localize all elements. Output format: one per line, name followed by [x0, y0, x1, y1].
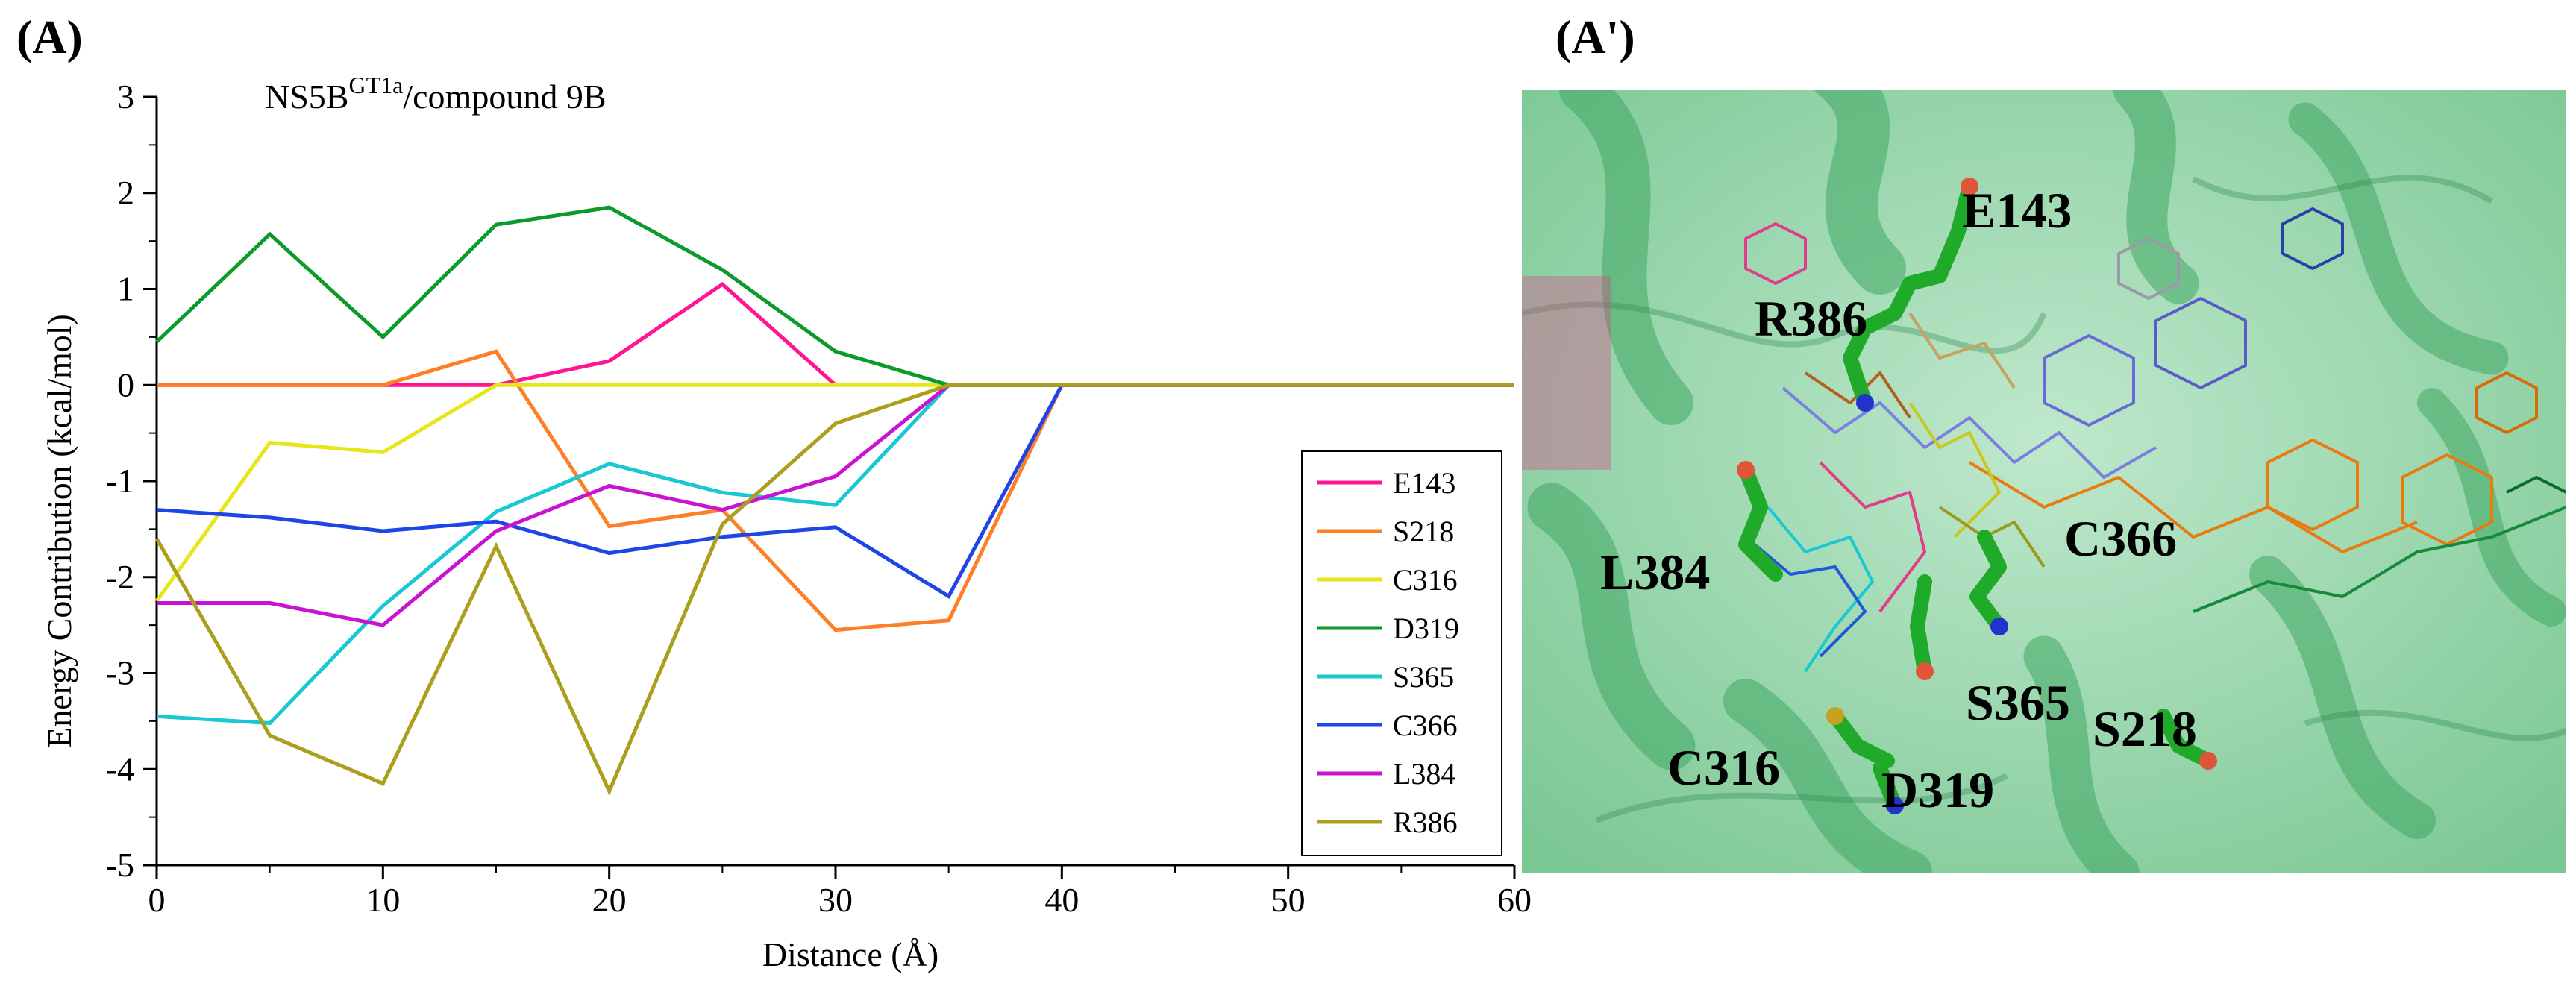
x-tick-label: 10: [366, 881, 400, 919]
legend-label-c366: C366: [1393, 709, 1458, 742]
chart-legend: E143 S218 C316 D319 S365 C366 L384 R386: [1301, 450, 1502, 856]
residue-label-e143: E143: [1962, 182, 2072, 239]
y-tick-label: -5: [106, 846, 134, 884]
x-tick-label: 60: [1497, 881, 1532, 919]
y-tick-label: 3: [117, 78, 134, 116]
residue-label-c366: C366: [2064, 510, 2177, 567]
series-line-e143: [157, 281, 837, 387]
legend-label-l384: L384: [1393, 757, 1455, 791]
series-line-r386: [154, 383, 1514, 797]
x-tick-label: 20: [592, 881, 627, 919]
y-axis-label: Energy Contribution (kcal/mol): [40, 314, 78, 748]
legend-label-s218: S218: [1393, 515, 1454, 548]
y-tick-label: 1: [117, 270, 134, 308]
magenta-helix-patch: [1522, 276, 1611, 470]
legend-label-d319: D319: [1393, 612, 1459, 645]
legend-label-r386: R386: [1393, 806, 1458, 839]
x-axis-label: Distance (Å): [762, 935, 938, 973]
panel-label-a: (A): [16, 10, 83, 63]
residue-label-d319: D319: [1881, 762, 1994, 818]
y-tick-label: 0: [117, 365, 134, 404]
legend-box: [1301, 450, 1502, 856]
y-tick-label: -3: [106, 654, 134, 692]
residue-label-l384: L384: [1600, 544, 1710, 600]
legend-label-c316: C316: [1393, 563, 1458, 597]
y-tick-label: -2: [106, 558, 134, 596]
legend-label-s365: S365: [1393, 660, 1454, 694]
protein-ligand-structure: E143 R386 C366 L384 S365 S218 C316 D319: [1522, 90, 2566, 873]
x-tick-label: 50: [1271, 881, 1306, 919]
series-line-d319: [155, 205, 1514, 387]
residue-label-s365: S365: [1966, 674, 2070, 731]
y-tick-label: 2: [117, 174, 134, 212]
residue-label-r386: R386: [1755, 290, 1867, 347]
protein-loops: [1522, 175, 2566, 823]
y-tick-label: -4: [106, 750, 134, 788]
protein-ribbons: [1527, 90, 2566, 873]
legend-label-e143: E143: [1393, 466, 1455, 500]
y-tick-label: -1: [106, 462, 134, 500]
residue-atom-tips: [1737, 178, 2217, 814]
x-tick-label: 30: [818, 881, 853, 919]
x-tick-label: 40: [1044, 881, 1079, 919]
chart-title: NS5BGT1a/compound 9B: [265, 72, 607, 116]
panel-label-a-prime: (A'): [1555, 10, 1635, 63]
protein-surface-background: [1522, 90, 2566, 873]
chart-series: [154, 205, 1514, 797]
residue-label-s218: S218: [2093, 700, 2197, 757]
residue-sticks: [1738, 179, 2216, 813]
ligand-poses: [1744, 207, 2566, 673]
residue-label-c316: C316: [1667, 739, 1780, 796]
x-tick-label: 0: [148, 881, 166, 919]
